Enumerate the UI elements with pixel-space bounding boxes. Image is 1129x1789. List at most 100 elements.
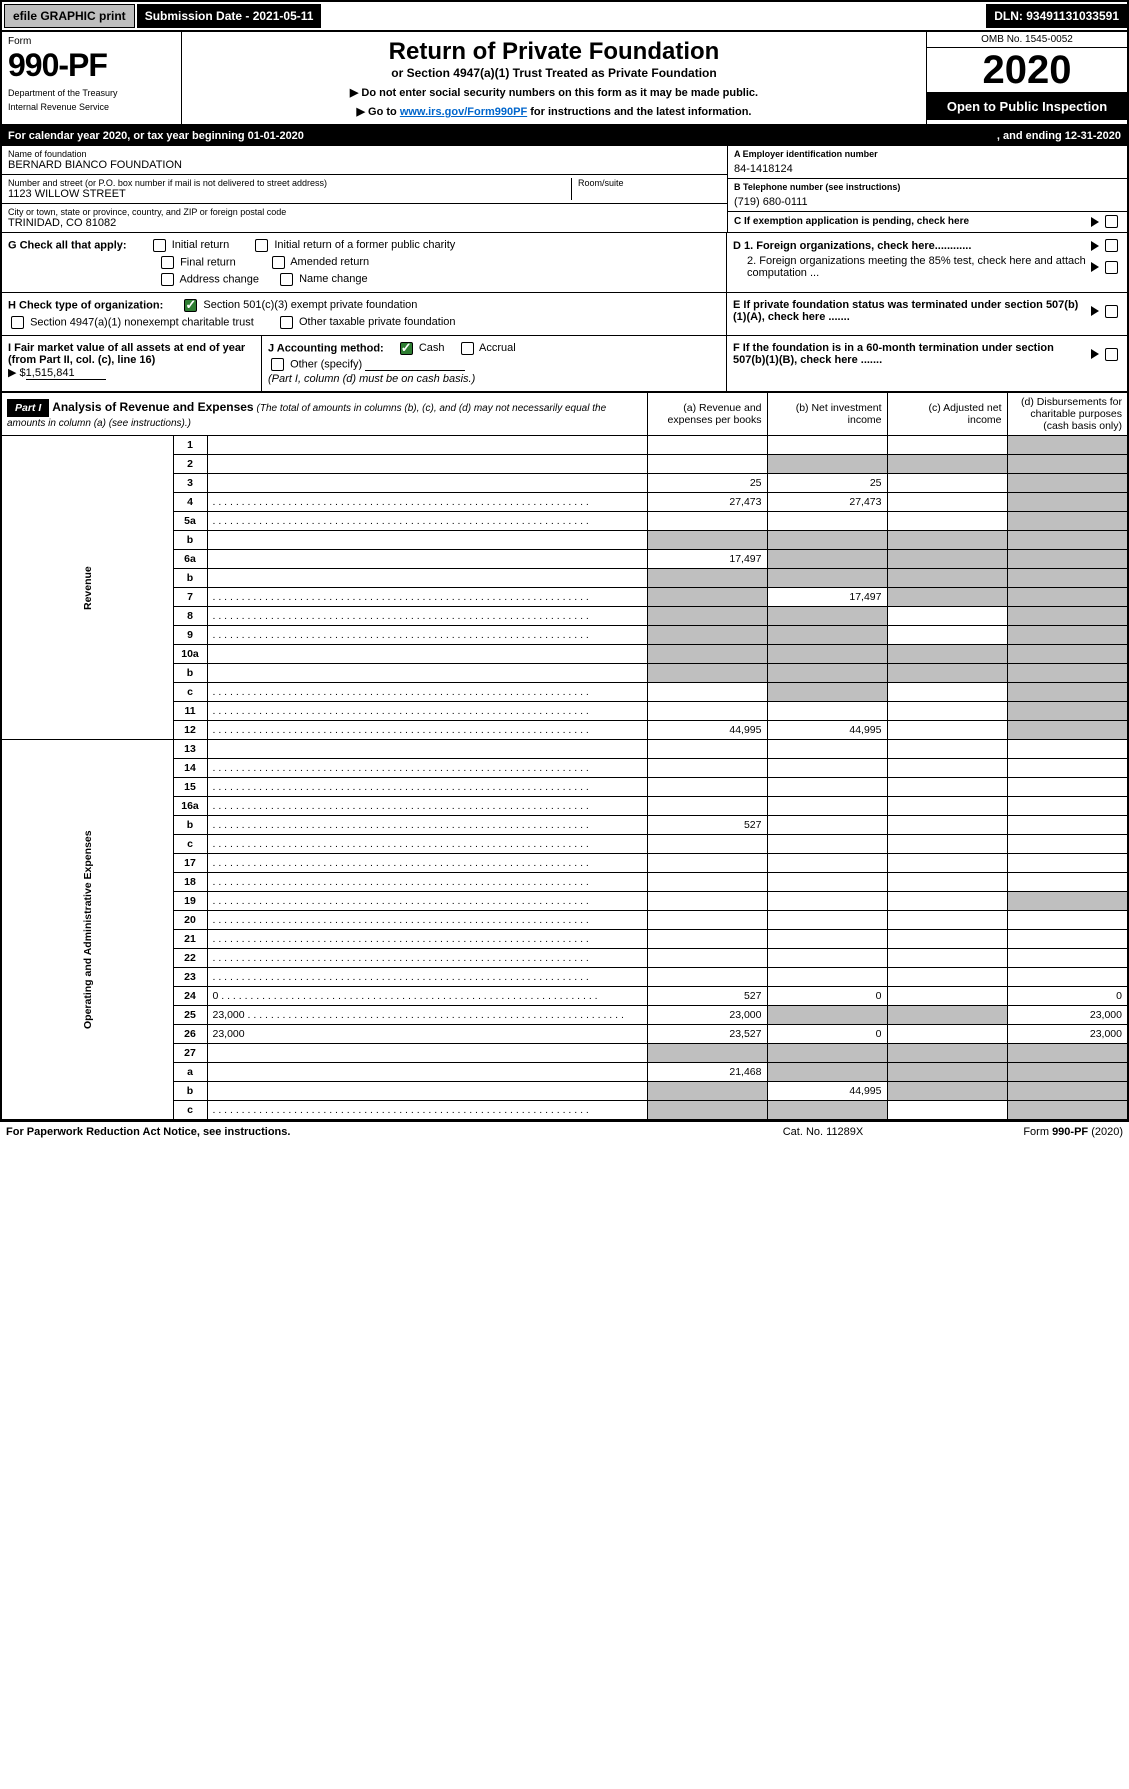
section-ij: I Fair market value of all assets at end…: [2, 336, 727, 391]
line-description: 0: [207, 987, 647, 1006]
f-label: F If the foundation is in a 60-month ter…: [733, 342, 1088, 366]
value-cell-b: 44,995: [767, 1082, 887, 1101]
value-cell-d: [1007, 645, 1127, 664]
f-checkbox[interactable]: [1105, 348, 1118, 361]
d2-checkbox[interactable]: [1105, 261, 1118, 274]
table-row: Revenue1: [2, 436, 1127, 455]
value-cell-c: [887, 702, 1007, 721]
d1-checkbox[interactable]: [1105, 239, 1118, 252]
line-description: [207, 1082, 647, 1101]
g-check-3[interactable]: [272, 256, 285, 269]
g-check-4[interactable]: [161, 273, 174, 286]
phone-value: (719) 680-0111: [734, 192, 1121, 208]
line-number: b: [173, 664, 207, 683]
g-opt-3: Amended return: [269, 256, 369, 268]
value-cell-c: [887, 531, 1007, 550]
instr-line-1: ▶ Do not enter social security numbers o…: [190, 86, 918, 99]
value-cell-b: [767, 854, 887, 873]
value-cell-b: [767, 911, 887, 930]
value-cell-d: [1007, 835, 1127, 854]
value-cell-a: [647, 759, 767, 778]
h-check-3[interactable]: [280, 316, 293, 329]
line-number: 13: [173, 740, 207, 759]
revenue-side-label: Revenue: [2, 436, 173, 740]
line-description: [207, 626, 647, 645]
value-cell-a: 17,497: [647, 550, 767, 569]
header-right: OMB No. 1545-0052 2020 Open to Public In…: [927, 32, 1127, 124]
e-checkbox[interactable]: [1105, 305, 1118, 318]
f-row: F If the foundation is in a 60-month ter…: [733, 342, 1121, 366]
line-number: 27: [173, 1044, 207, 1063]
g-check-1[interactable]: [255, 239, 268, 252]
e-label: E If private foundation status was termi…: [733, 299, 1088, 323]
line-description: [207, 911, 647, 930]
line-description: [207, 702, 647, 721]
expenses-side-label: Operating and Administrative Expenses: [2, 740, 173, 1120]
value-cell-d: [1007, 740, 1127, 759]
room-label: Room/suite: [578, 178, 721, 188]
line-description: [207, 873, 647, 892]
value-cell-c: [887, 550, 1007, 569]
section-e: E If private foundation status was termi…: [727, 293, 1127, 335]
value-cell-b: [767, 436, 887, 455]
line-number: 26: [173, 1025, 207, 1044]
irs-link[interactable]: www.irs.gov/Form990PF: [400, 106, 527, 118]
g-check-2[interactable]: [161, 256, 174, 269]
value-cell-b: [767, 550, 887, 569]
omb-number: OMB No. 1545-0052: [927, 32, 1127, 48]
value-cell-a: [647, 835, 767, 854]
line-number: 12: [173, 721, 207, 740]
section-d: D 1. Foreign organizations, check here..…: [727, 233, 1127, 292]
value-cell-b: 17,497: [767, 588, 887, 607]
h-check-2[interactable]: [11, 316, 24, 329]
value-cell-c: [887, 987, 1007, 1006]
line-description: [207, 1101, 647, 1120]
line-description: 23,000: [207, 1006, 647, 1025]
value-cell-d: [1007, 683, 1127, 702]
value-cell-d: [1007, 968, 1127, 987]
j-accrual-check[interactable]: [461, 342, 474, 355]
efile-print-button[interactable]: efile GRAPHIC print: [4, 4, 135, 28]
line-number: 25: [173, 1006, 207, 1025]
value-cell-a: [647, 512, 767, 531]
value-cell-b: [767, 949, 887, 968]
value-cell-a: [647, 740, 767, 759]
value-cell-b: [767, 702, 887, 721]
value-cell-b: [767, 930, 887, 949]
value-cell-c: [887, 740, 1007, 759]
open-to-public: Open to Public Inspection: [927, 93, 1127, 120]
line-number: a: [173, 1063, 207, 1082]
d1-row: D 1. Foreign organizations, check here..…: [733, 239, 1121, 252]
j-accrual: Accrual: [458, 342, 516, 354]
line-number: c: [173, 683, 207, 702]
line-number: c: [173, 1101, 207, 1120]
phone-field: B Telephone number (see instructions) (7…: [728, 179, 1127, 212]
part1-header-cell: Part I Analysis of Revenue and Expenses …: [2, 393, 647, 436]
value-cell-b: [767, 1006, 887, 1025]
arrow-icon: [1091, 306, 1099, 316]
line-description: [207, 968, 647, 987]
value-cell-c: [887, 626, 1007, 645]
value-cell-b: [767, 531, 887, 550]
j-other-check[interactable]: [271, 358, 284, 371]
g-check-5[interactable]: [280, 273, 293, 286]
value-cell-c: [887, 1025, 1007, 1044]
c-checkbox[interactable]: [1105, 215, 1118, 228]
h-check-1[interactable]: [184, 299, 197, 312]
value-cell-d: [1007, 873, 1127, 892]
j-accrual-label: Accrual: [479, 342, 516, 354]
form-container: efile GRAPHIC print Submission Date - 20…: [0, 0, 1129, 1122]
value-cell-a: [647, 455, 767, 474]
g-check-0[interactable]: [153, 239, 166, 252]
g-opt-4-label: Address change: [179, 273, 259, 285]
value-cell-d: [1007, 911, 1127, 930]
dept-treasury: Department of the Treasury: [8, 88, 175, 98]
col-a-header: (a) Revenue and expenses per books: [647, 393, 767, 436]
value-cell-d: [1007, 607, 1127, 626]
dept-irs: Internal Revenue Service: [8, 102, 175, 112]
g-row-3: Address change Name change: [158, 273, 720, 286]
line-number: 20: [173, 911, 207, 930]
g-opt-1: Initial return of a former public charit…: [252, 239, 455, 251]
value-cell-b: [767, 759, 887, 778]
j-cash-check[interactable]: [400, 342, 413, 355]
